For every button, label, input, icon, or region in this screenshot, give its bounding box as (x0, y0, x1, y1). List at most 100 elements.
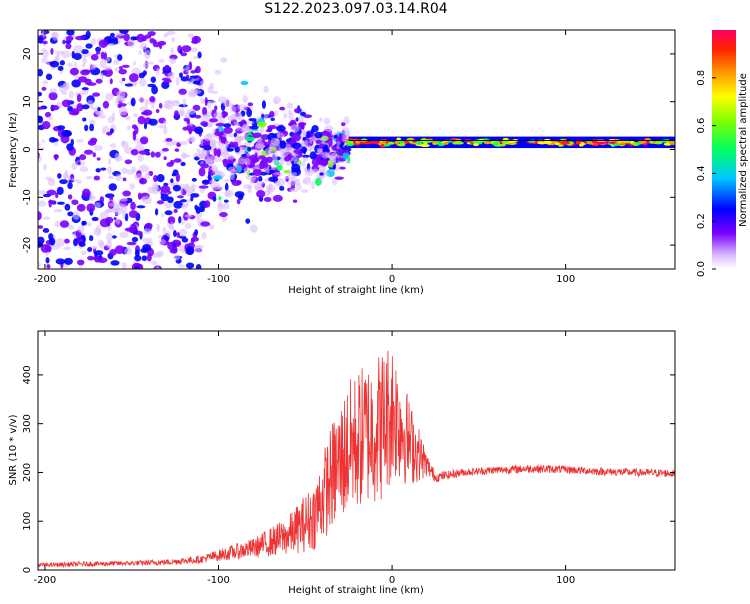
spectrogram-signal-cell (638, 140, 647, 144)
spectrogram-cell (245, 136, 256, 142)
spectrogram-x-tick-label: 100 (556, 274, 575, 285)
spectrogram-cell (111, 37, 118, 42)
spectrogram-cell (70, 178, 77, 182)
spectrogram-cell (271, 158, 279, 164)
spectrogram-cell (82, 117, 87, 122)
spectrogram-cell (291, 142, 302, 150)
spectrogram-signal-cell (653, 141, 663, 145)
spectrogram-cell (100, 167, 107, 171)
spectrogram-cell (129, 183, 136, 190)
spectrogram-cell (211, 90, 219, 95)
spectrogram-cell (55, 238, 65, 247)
spectrogram-cell (81, 63, 86, 68)
spectrogram-cell (48, 116, 53, 121)
spectrogram-cell (111, 112, 116, 121)
spectrogram-cell (90, 245, 98, 250)
spectrogram-cell (204, 200, 211, 208)
spectrogram-cell (46, 189, 57, 196)
spectrogram-cell (95, 46, 102, 53)
spectrogram-signal-cell (494, 142, 499, 146)
spectrogram-cell (181, 237, 189, 243)
spectrogram-cell (341, 127, 350, 134)
spectrogram-cell (283, 169, 291, 174)
spectrogram-cell (91, 216, 99, 222)
spectrogram-cell (55, 50, 65, 55)
spectrogram-cell (57, 65, 64, 71)
spectrogram-cell (41, 57, 48, 63)
spectrogram-cell (144, 99, 148, 108)
spectrogram-cell (283, 176, 291, 180)
spectrogram-cell (48, 88, 58, 94)
spectrogram-cell (128, 210, 139, 218)
snr-frame (37, 330, 676, 571)
spectrogram-cell (107, 43, 115, 47)
spectrogram-cell (118, 106, 128, 116)
spectrogram-cell (167, 216, 176, 225)
spectrogram-cell (279, 140, 287, 150)
spectrogram-signal-cell (394, 140, 400, 144)
spectrogram-cell (158, 43, 163, 50)
spectrogram-signal-cell (387, 141, 395, 145)
spectrogram-cell (96, 157, 101, 161)
spectrogram-cell (141, 111, 149, 116)
spectrogram-signal-cell (473, 139, 483, 143)
spectrogram-cell (67, 62, 73, 67)
spectrogram-cell (234, 146, 240, 153)
spectrogram-cell (163, 33, 169, 38)
spectrogram-cell (287, 153, 292, 161)
spectrogram-cell (332, 178, 337, 186)
spectrogram-cell (76, 93, 82, 103)
spectrogram-cell (157, 124, 167, 129)
spectrogram-cell (264, 148, 272, 156)
spectrogram-cell (269, 142, 276, 150)
spectrogram-cell (230, 168, 238, 173)
spectrogram-cell (194, 229, 199, 236)
snr-y-tick-label: 100 (22, 512, 33, 531)
spectrogram-cell (160, 193, 169, 202)
snr-y-tick-label: 200 (22, 463, 33, 482)
spectrogram-cell (187, 33, 194, 39)
spectrogram-cell (107, 158, 112, 165)
spectrogram-cell (42, 40, 48, 45)
spectrogram-cell (199, 137, 204, 147)
spectrogram-y-tick-label: -10 (22, 189, 33, 205)
spectrogram-cell (206, 154, 210, 161)
spectrogram-signal-cell (362, 141, 372, 145)
spectrogram-cell (200, 121, 208, 127)
spectrogram-cell (343, 116, 350, 125)
spectrogram-cell (173, 200, 183, 209)
spectrogram-cell (143, 49, 151, 59)
spectrogram-cell (67, 194, 73, 200)
spectrogram-cell (316, 149, 324, 155)
spectrogram-cell (56, 186, 64, 196)
spectrogram-cell (268, 169, 276, 174)
snr-plot-area (38, 350, 675, 569)
spectrogram-cell (321, 135, 326, 144)
spectrogram-cell (170, 178, 174, 184)
spectrogram-cell (224, 140, 229, 149)
spectrogram-cell (273, 110, 279, 117)
spectrogram-cell (167, 196, 174, 204)
spectrogram-cell (237, 104, 247, 111)
spectrogram-cell (289, 187, 299, 193)
spectrogram-cell (270, 166, 276, 171)
spectrogram-signal-cell (420, 144, 430, 148)
spectrogram-cell (300, 160, 306, 167)
spectrogram-cell (150, 76, 157, 83)
spectrogram-cell (130, 97, 136, 107)
spectrogram-cell (191, 40, 198, 44)
spectrogram-cell (165, 141, 175, 147)
spectrogram-cell (124, 115, 131, 121)
spectrogram-cell (64, 169, 68, 177)
spectrogram-cell (270, 117, 275, 121)
spectrogram-cell (171, 36, 176, 43)
spectrogram-cell (63, 238, 70, 244)
spectrogram-cell (149, 96, 156, 103)
spectrogram-cell (295, 117, 299, 122)
spectrogram-cell (100, 72, 104, 80)
spectrogram-cell (226, 154, 236, 160)
spectrogram-cell (76, 203, 86, 212)
spectrogram-cell (291, 163, 301, 173)
spectrogram-cell (108, 202, 115, 207)
